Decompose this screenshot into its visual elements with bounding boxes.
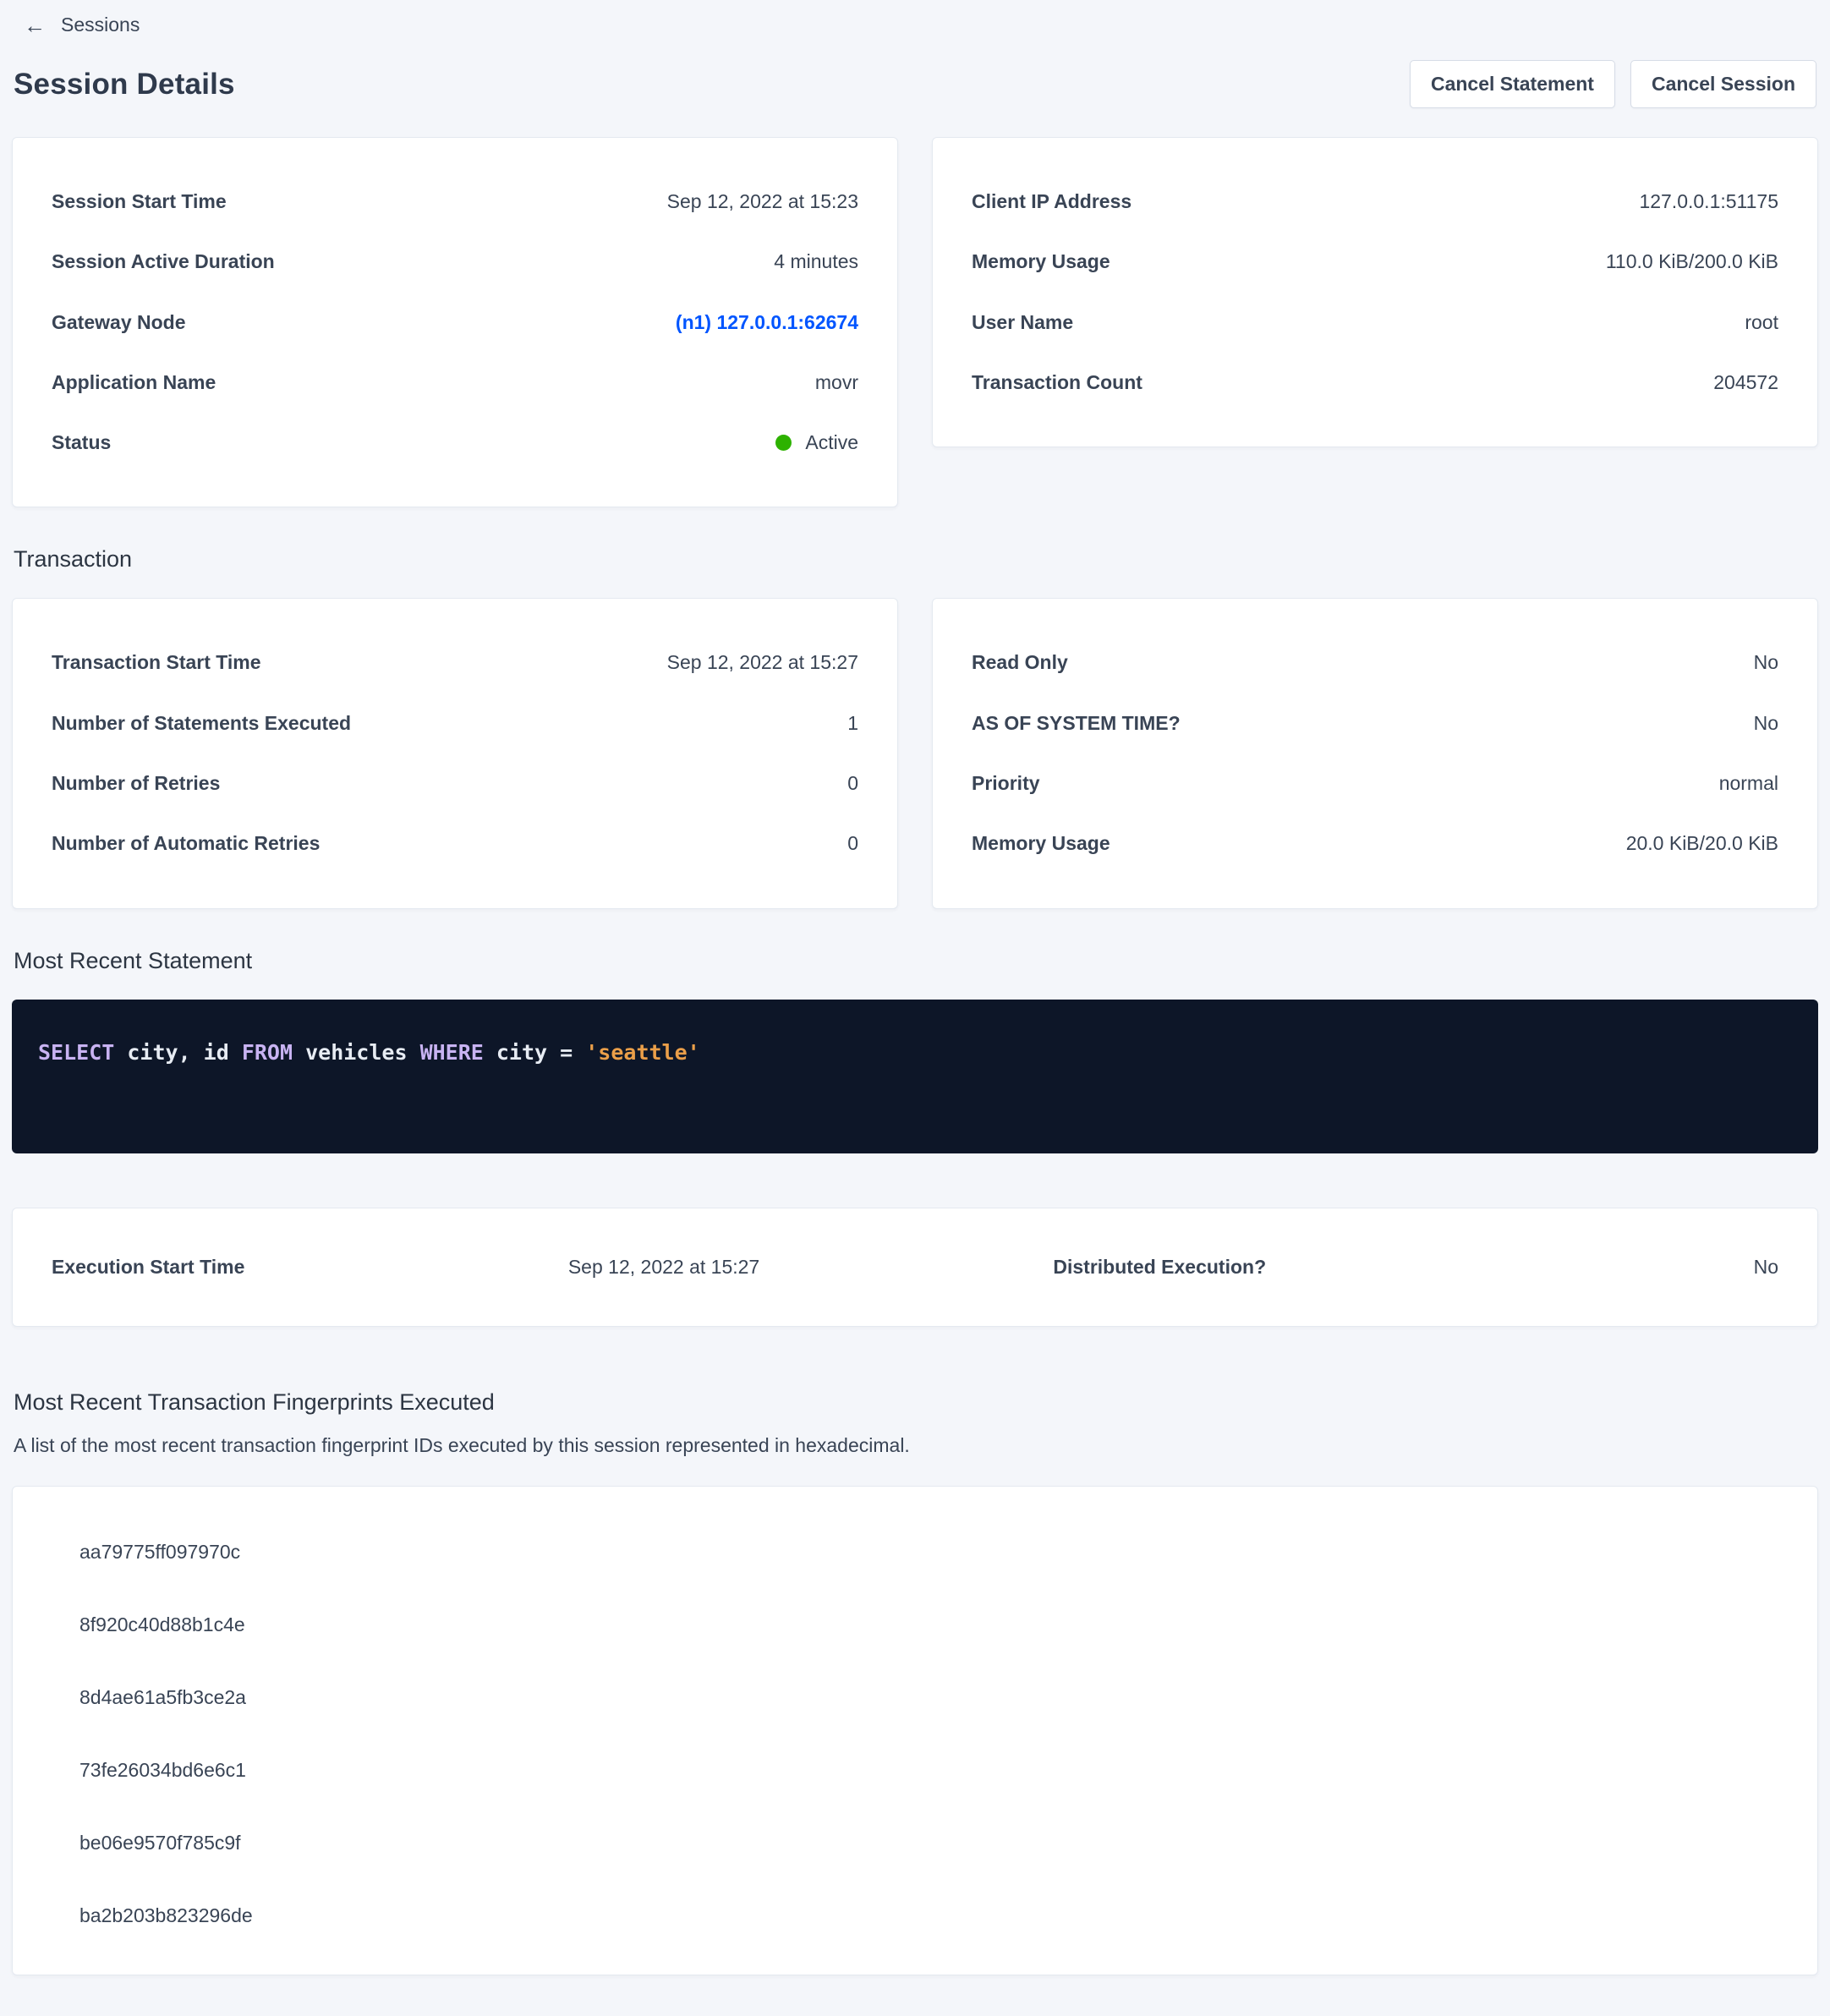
header-buttons: Cancel Statement Cancel Session: [1409, 60, 1816, 108]
memory-usage-label: Memory Usage: [972, 250, 1110, 273]
table-row: AS OF SYSTEM TIME? No: [972, 693, 1778, 753]
as-of-system-time-label: AS OF SYSTEM TIME?: [972, 711, 1181, 734]
fingerprints-heading: Most Recent Transaction Fingerprints Exe…: [14, 1389, 495, 1415]
session-active-duration-label: Session Active Duration: [52, 250, 275, 273]
application-name-value: movr: [814, 370, 858, 393]
list-item: be06e9570f785c9f: [79, 1831, 241, 1854]
gateway-node-link[interactable]: (n1) 127.0.0.1:62674: [675, 310, 858, 333]
table-row: Priority normal: [972, 753, 1778, 814]
transaction-count-label: Transaction Count: [972, 370, 1142, 393]
list-item: 8d4ae61a5fb3ce2a: [79, 1685, 246, 1708]
as-of-system-time-value: No: [1753, 711, 1778, 734]
list-item: aa79775ff097970c: [79, 1540, 241, 1563]
retries-value: 0: [847, 772, 858, 795]
sql-text: vehicles: [293, 1039, 420, 1065]
sql-keyword: FROM: [241, 1039, 293, 1065]
read-only-value: No: [1753, 651, 1778, 674]
status-label: Status: [52, 431, 112, 454]
transaction-start-time-label: Transaction Start Time: [52, 651, 261, 674]
transaction-count-value: 204572: [1713, 370, 1778, 393]
distributed-execution-value: No: [1753, 1255, 1778, 1278]
page-header: Session Details Cancel Statement Cancel …: [12, 60, 1818, 108]
transaction-section-heading: Transaction: [14, 546, 133, 572]
statements-executed-label: Number of Statements Executed: [52, 711, 352, 734]
distributed-execution-label: Distributed Execution?: [1053, 1255, 1267, 1278]
sql-keyword: WHERE: [419, 1039, 484, 1065]
table-row: Memory Usage 110.0 KiB/200.0 KiB: [972, 232, 1778, 292]
list-item: 73fe26034bd6e6c1: [79, 1758, 246, 1781]
execution-start-time-row: Execution Start Time Sep 12, 2022 at 15:…: [52, 1256, 759, 1279]
status-value: Active: [805, 431, 858, 454]
txn-memory-usage-value: 20.0 KiB/20.0 KiB: [1625, 832, 1778, 855]
cancel-session-button[interactable]: Cancel Session: [1630, 60, 1816, 108]
table-row: Gateway Node (n1) 127.0.0.1:62674: [52, 293, 858, 353]
execution-info-card: Execution Start Time Sep 12, 2022 at 15:…: [12, 1207, 1818, 1327]
table-row: Number of Retries 0: [52, 753, 858, 814]
session-info-card-left: Session Start Time Sep 12, 2022 at 15:23…: [12, 137, 898, 508]
list-item: ba2b203b823296de: [79, 1904, 253, 1926]
status-badge: Active: [775, 431, 858, 454]
back-to-sessions-link[interactable]: Sessions: [61, 14, 140, 36]
table-row: Status Active: [52, 413, 858, 473]
list-item: 8f920c40d88b1c4e: [79, 1613, 245, 1635]
automatic-retries-value: 0: [847, 832, 858, 855]
statements-executed-value: 1: [847, 711, 858, 734]
retries-label: Number of Retries: [52, 772, 221, 795]
session-summary-cards: Session Start Time Sep 12, 2022 at 15:23…: [12, 137, 1818, 508]
page-title: Session Details: [14, 67, 235, 101]
table-row: Number of Statements Executed 1: [52, 693, 858, 753]
table-row: User Name root: [972, 293, 1778, 353]
distributed-execution-row: Distributed Execution? No: [1053, 1256, 1778, 1279]
table-row: Memory Usage 20.0 KiB/20.0 KiB: [972, 814, 1778, 874]
table-row: Application Name movr: [52, 353, 858, 413]
sql-text: city =: [483, 1039, 586, 1065]
transaction-card-right: Read Only No AS OF SYSTEM TIME? No Prior…: [932, 598, 1818, 909]
sql-text: city, id: [114, 1039, 242, 1065]
session-start-time-value: Sep 12, 2022 at 15:23: [666, 190, 858, 212]
session-start-time-label: Session Start Time: [52, 190, 227, 212]
automatic-retries-label: Number of Automatic Retries: [52, 832, 321, 855]
fingerprints-description: A list of the most recent transaction fi…: [14, 1433, 910, 1456]
arrow-left-icon[interactable]: ←: [24, 12, 46, 38]
user-name-label: User Name: [972, 310, 1074, 333]
table-row: Transaction Start Time Sep 12, 2022 at 1…: [52, 633, 858, 693]
breadcrumb: ← Sessions: [12, 0, 1818, 36]
table-row: Read Only No: [972, 633, 1778, 693]
sql-statement-box: SELECT city, id FROM vehicles WHERE city…: [12, 999, 1818, 1153]
transaction-card-left: Transaction Start Time Sep 12, 2022 at 1…: [12, 598, 898, 909]
status-active-dot-icon: [775, 435, 792, 452]
table-row: Session Start Time Sep 12, 2022 at 15:23: [52, 172, 858, 232]
most-recent-statement-heading: Most Recent Statement: [14, 947, 253, 973]
table-row: Number of Automatic Retries 0: [52, 814, 858, 874]
transaction-cards: Transaction Start Time Sep 12, 2022 at 1…: [12, 598, 1818, 909]
transaction-start-time-value: Sep 12, 2022 at 15:27: [666, 651, 858, 674]
memory-usage-value: 110.0 KiB/200.0 KiB: [1605, 250, 1778, 273]
execution-start-time-value: Sep 12, 2022 at 15:27: [567, 1255, 760, 1278]
client-ip-value: 127.0.0.1:51175: [1639, 190, 1778, 212]
table-row: Session Active Duration 4 minutes: [52, 232, 858, 292]
gateway-node-label: Gateway Node: [52, 310, 186, 333]
table-row: Client IP Address 127.0.0.1:51175: [972, 172, 1778, 232]
priority-label: Priority: [972, 772, 1040, 795]
user-name-value: root: [1745, 310, 1778, 333]
client-ip-label: Client IP Address: [972, 190, 1132, 212]
table-row: Transaction Count 204572: [972, 353, 1778, 413]
session-info-card-right: Client IP Address 127.0.0.1:51175 Memory…: [932, 137, 1818, 448]
cancel-statement-button[interactable]: Cancel Statement: [1409, 60, 1615, 108]
read-only-label: Read Only: [972, 651, 1068, 674]
application-name-label: Application Name: [52, 370, 216, 393]
sql-string-literal: 'seattle': [585, 1039, 700, 1065]
priority-value: normal: [1718, 772, 1778, 795]
execution-start-time-label: Execution Start Time: [52, 1255, 245, 1278]
fingerprint-list: aa79775ff097970c 8f920c40d88b1c4e 8d4ae6…: [79, 1541, 1778, 1927]
sql-keyword: SELECT: [38, 1039, 115, 1065]
session-active-duration-value: 4 minutes: [774, 250, 858, 273]
fingerprints-card: aa79775ff097970c 8f920c40d88b1c4e 8d4ae6…: [12, 1485, 1818, 1975]
txn-memory-usage-label: Memory Usage: [972, 832, 1110, 855]
